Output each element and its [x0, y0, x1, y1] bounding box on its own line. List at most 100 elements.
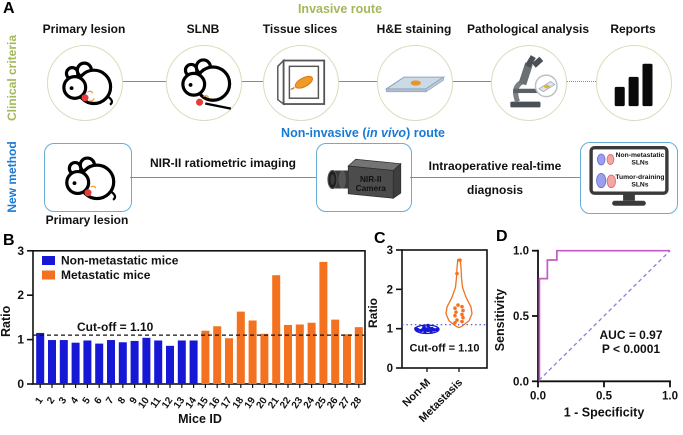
primary-lesion-box-label: Primary lesion [45, 213, 129, 227]
connector-line [451, 81, 491, 82]
svg-text:5: 5 [81, 395, 93, 406]
panel-a-label: A [3, 0, 15, 17]
clinical-criteria-label: Clinical criteria [5, 34, 19, 122]
noninvasive-route-title: Non-invasive (in vivo) route [281, 126, 445, 140]
panel-c-label: C [374, 230, 386, 247]
svg-text:0.5: 0.5 [596, 390, 613, 402]
svg-text:0: 0 [17, 377, 24, 391]
step-label-tissue-slices: Tissue slices [262, 22, 338, 36]
bar-mouse-7 [107, 340, 115, 384]
bar-mouse-28 [354, 327, 363, 384]
svg-text:4: 4 [69, 395, 81, 406]
reports-bars-icon [614, 63, 653, 107]
bar-mouse-2 [48, 340, 56, 384]
bar-mouse-5 [83, 340, 92, 384]
svg-text:1: 1 [17, 333, 24, 347]
title-part: Non-invasive ( [281, 126, 367, 140]
svg-text:2: 2 [17, 288, 24, 302]
svg-text:9: 9 [128, 395, 140, 406]
bar-mouse-9 [130, 340, 139, 384]
svg-text:AUC = 0.97: AUC = 0.97 [599, 328, 662, 342]
he-slide-icon [384, 76, 446, 93]
svg-text:0.5: 0.5 [513, 311, 530, 323]
bar-mouse-1 [36, 332, 45, 384]
new-method-label: New method [5, 141, 19, 213]
bar-mouse-4 [71, 342, 80, 384]
primary-lesion-box [44, 143, 132, 212]
bar-mouse-14 [189, 340, 198, 384]
step-circle-tissue-slices [263, 45, 339, 121]
svg-text:3: 3 [57, 395, 69, 406]
svg-text:Non-metastatic mice: Non-metastatic mice [61, 254, 179, 268]
bar-mouse-11 [154, 340, 163, 384]
svg-text:1.0: 1.0 [662, 390, 678, 402]
bar-mouse-26 [331, 319, 340, 384]
arrow2-label-line2: diagnosis [466, 183, 523, 197]
bar-mouse-3 [59, 340, 68, 384]
mouse-icon [62, 61, 113, 106]
svg-text:2: 2 [45, 395, 57, 406]
step-label-he-staining: H&E staining [376, 22, 452, 36]
svg-text:28: 28 [349, 395, 365, 411]
step-label-slnb: SLNB [186, 22, 220, 36]
step-label-primary-lesion: Primary lesion [42, 22, 126, 36]
svg-text:7: 7 [104, 395, 116, 406]
roc-curve [538, 249, 670, 382]
bar-mouse-19 [248, 320, 257, 384]
camera-icon: NIR-II Camera [327, 158, 402, 199]
bar-mouse-25 [319, 261, 328, 384]
monitor-icon: Non-metastatic SLNs Tumor-draining SLNs [589, 146, 669, 206]
svg-text:1 - Specificity: 1 - Specificity [564, 405, 645, 419]
bar-mouse-23 [295, 324, 304, 384]
diagnosis-monitor-box: Non-metastatic SLNs Tumor-draining SLNs [580, 142, 678, 214]
svg-text:1: 1 [387, 324, 394, 336]
arrow1-label: NIR-II ratiometric imaging [149, 156, 297, 170]
step-circle-pathological-analysis [491, 45, 567, 121]
monitor-text-1a: Non-metastatic [616, 152, 665, 159]
svg-text:6: 6 [92, 395, 104, 406]
tissue-slices-icon [277, 58, 326, 106]
monitor-text-2b: SLNs [631, 181, 648, 188]
bar-mouse-18 [236, 311, 245, 384]
svg-text:0.0: 0.0 [513, 376, 529, 388]
connector-line [337, 81, 377, 82]
legend-swatch [42, 270, 55, 280]
bar-mouse-16 [213, 326, 222, 384]
panel-d-label: D [496, 228, 508, 245]
bar-mouse-13 [177, 340, 186, 384]
step-circle-slnb [166, 45, 242, 121]
bar-mouse-6 [95, 343, 104, 384]
svg-text:1.0: 1.0 [513, 246, 529, 258]
bar-mouse-12 [166, 345, 174, 384]
svg-text:Mice ID: Mice ID [178, 412, 222, 426]
svg-text:Cut-off = 1.10: Cut-off = 1.10 [410, 343, 480, 355]
connector-line-dotted [565, 81, 596, 82]
bar-mouse-20 [260, 333, 269, 384]
bar-mouse-10 [142, 337, 151, 384]
arrow1-line [130, 177, 316, 178]
monitor-text-1b: SLNs [631, 160, 648, 167]
svg-text:8: 8 [116, 395, 128, 406]
svg-text:Sensitivity: Sensitivity [493, 289, 507, 352]
svg-text:2: 2 [387, 284, 393, 296]
step-label-pathological-analysis: Pathological analysis [466, 22, 590, 36]
mouse-icon [65, 155, 117, 201]
microscope-icon [510, 55, 558, 108]
panel-b-label: B [3, 232, 15, 249]
step-circle-primary-lesion [47, 45, 123, 121]
svg-text:P < 0.0001: P < 0.0001 [602, 342, 660, 356]
connector-line [121, 81, 166, 82]
arrow2-label-line1: Intraoperative real-time [428, 159, 562, 173]
invasive-route-title: Invasive route [297, 2, 383, 16]
monitor-text-2a: Tumor-draining [615, 174, 664, 181]
arrow2-line [410, 177, 580, 178]
svg-text:3: 3 [17, 244, 24, 258]
bar-mouse-21 [272, 275, 281, 384]
svg-text:Ratio: Ratio [0, 305, 13, 337]
svg-text:3: 3 [387, 245, 393, 257]
bar-mouse-22 [284, 324, 292, 384]
bar-mouse-15 [201, 330, 210, 384]
